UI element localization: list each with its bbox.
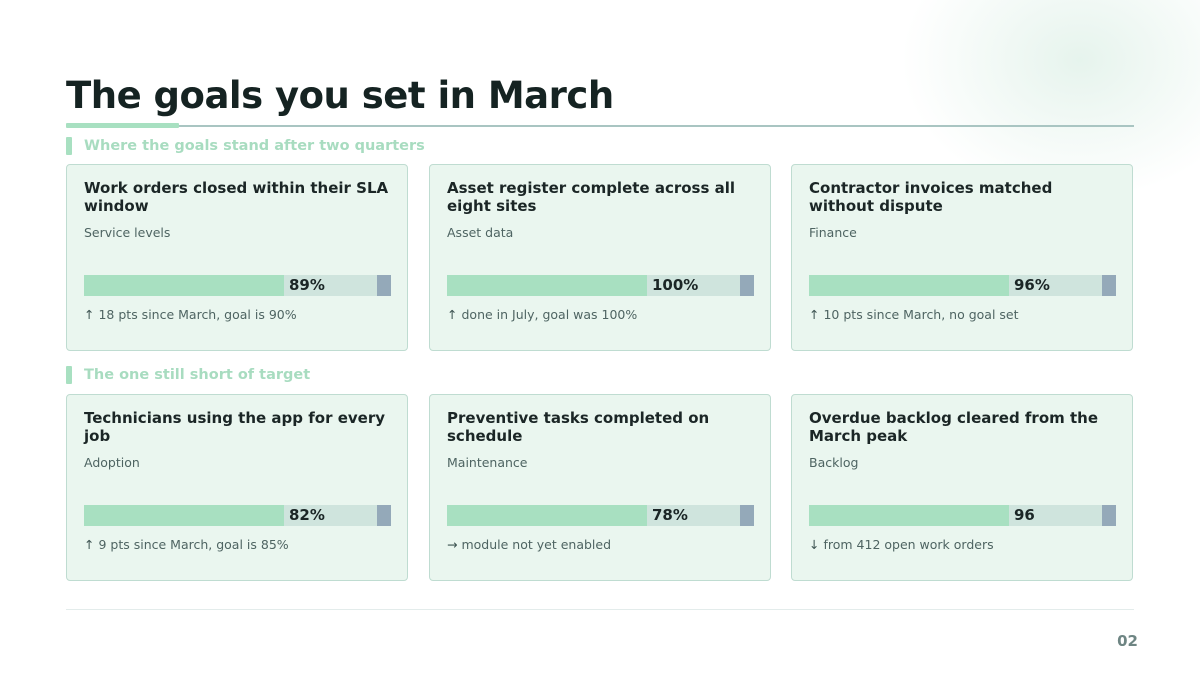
goal-progress-fill — [447, 275, 647, 296]
goal-card-title: Preventive tasks completed on schedule — [447, 409, 710, 445]
section-label-progress: Where the goals stand after two quarters — [66, 137, 425, 155]
goal-change-text: 10 pts since March, no goal set — [823, 307, 1019, 322]
goal-card-title: Work orders closed within their SLA wind… — [84, 179, 389, 215]
section-heading: Where the goals stand after two quarters — [84, 138, 425, 154]
goal-progress-value: 100% — [652, 276, 699, 294]
goal-card-category: Backlog — [809, 455, 859, 470]
goal-target-marker — [740, 505, 754, 526]
arrow-up-icon: ↑ — [84, 537, 95, 552]
page-number: 02 — [1117, 632, 1138, 650]
goal-progress-value: 89% — [289, 276, 325, 294]
section-label-short-of-target: The one still short of target — [66, 366, 310, 384]
slide-title: The goals you set in March — [66, 74, 614, 117]
goal-change-note: ↓ from 412 open work orders — [809, 537, 994, 552]
goal-progress-value: 96% — [1014, 276, 1050, 294]
goal-progress-fill — [809, 505, 1009, 526]
goal-target-marker — [1102, 505, 1116, 526]
goal-target-marker — [377, 275, 391, 296]
goal-change-note: → module not yet enabled — [447, 537, 611, 552]
arrow-up-icon: ↑ — [84, 307, 95, 322]
section-marker — [66, 137, 72, 155]
goal-progress-bar: 96 — [809, 505, 1116, 526]
arrow-up-icon: ↑ — [809, 307, 820, 322]
goal-progress-bar: 78% — [447, 505, 754, 526]
goal-card-title: Asset register complete across all eight… — [447, 179, 736, 215]
goal-progress-fill — [84, 505, 284, 526]
goal-card-backlog: Overdue backlog cleared from the March p… — [791, 394, 1133, 581]
goal-change-text: 9 pts since March, goal is 85% — [98, 537, 289, 552]
goal-card-category: Adoption — [84, 455, 140, 470]
goal-progress-value: 78% — [652, 506, 688, 524]
goal-card-asset-register: Asset register complete across all eight… — [429, 164, 771, 351]
goal-change-note: ↑ 10 pts since March, no goal set — [809, 307, 1019, 322]
goal-target-marker — [377, 505, 391, 526]
goal-change-text: from 412 open work orders — [823, 537, 994, 552]
goal-progress-bar: 89% — [84, 275, 391, 296]
goal-progress-bar: 100% — [447, 275, 754, 296]
goal-card-category: Maintenance — [447, 455, 528, 470]
arrow-right-icon: → — [447, 537, 458, 552]
goal-card-sla: Work orders closed within their SLA wind… — [66, 164, 408, 351]
goal-card-category: Finance — [809, 225, 857, 240]
goal-card-invoices: Contractor invoices matched without disp… — [791, 164, 1133, 351]
goal-progress-fill — [809, 275, 1009, 296]
goal-change-note: ↑ done in July, goal was 100% — [447, 307, 637, 322]
goal-card-app-adoption: Technicians using the app for every job … — [66, 394, 408, 581]
goal-progress-fill — [84, 275, 284, 296]
goal-card-title: Technicians using the app for every job — [84, 409, 385, 445]
goal-card-category: Service levels — [84, 225, 171, 240]
goal-card-category: Asset data — [447, 225, 514, 240]
goal-progress-bar: 96% — [809, 275, 1116, 296]
goal-progress-value: 82% — [289, 506, 325, 524]
title-rule — [66, 125, 1134, 127]
goal-target-marker — [1102, 275, 1116, 296]
goal-progress-fill — [447, 505, 647, 526]
title-accent-bar — [66, 123, 179, 128]
goal-card-title: Contractor invoices matched without disp… — [809, 179, 1053, 215]
section-marker — [66, 366, 72, 384]
arrow-down-icon: ↓ — [809, 537, 820, 552]
goal-change-note: ↑ 18 pts since March, goal is 90% — [84, 307, 297, 322]
goal-change-text: module not yet enabled — [461, 537, 612, 552]
goal-change-note: ↑ 9 pts since March, goal is 85% — [84, 537, 289, 552]
goal-card-preventive-tasks: Preventive tasks completed on schedule M… — [429, 394, 771, 581]
goal-progress-bar: 82% — [84, 505, 391, 526]
goal-progress-value: 96 — [1014, 506, 1035, 524]
section-heading: The one still short of target — [84, 367, 311, 383]
goal-change-text: done in July, goal was 100% — [461, 307, 638, 322]
arrow-up-icon: ↑ — [447, 307, 458, 322]
goal-change-text: 18 pts since March, goal is 90% — [98, 307, 297, 322]
goal-card-title: Overdue backlog cleared from the March p… — [809, 409, 1099, 445]
footer-rule — [66, 609, 1134, 610]
goal-target-marker — [740, 275, 754, 296]
